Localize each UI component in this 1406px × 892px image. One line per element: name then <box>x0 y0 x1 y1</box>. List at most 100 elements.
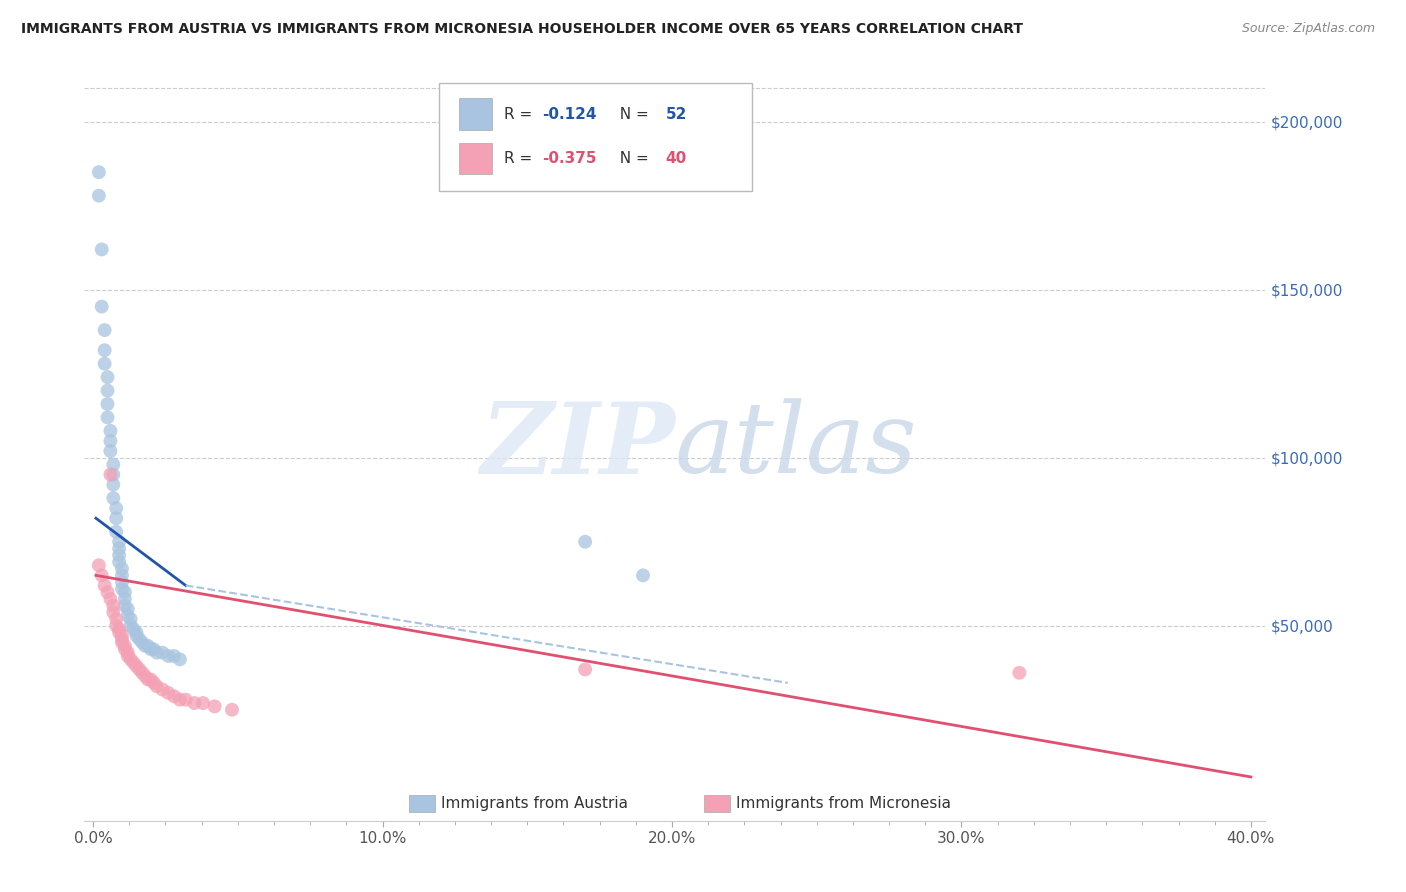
Point <box>131 665 153 680</box>
Point <box>96 585 118 599</box>
Point <box>87 558 110 573</box>
Point <box>120 652 142 666</box>
Point <box>111 575 134 590</box>
Point <box>93 343 115 358</box>
Point <box>96 370 118 384</box>
Point <box>221 703 243 717</box>
Text: 40: 40 <box>665 151 686 166</box>
Bar <box>458 98 492 130</box>
Point <box>108 622 131 636</box>
Point <box>163 648 186 663</box>
Point <box>108 555 131 569</box>
Point <box>125 625 148 640</box>
Text: N =: N = <box>610 106 654 121</box>
Point <box>111 629 134 643</box>
Point <box>96 397 118 411</box>
Point <box>145 646 167 660</box>
Bar <box>704 795 730 812</box>
Point <box>90 300 112 314</box>
Text: ZIP: ZIP <box>479 398 675 494</box>
Text: R =: R = <box>503 151 537 166</box>
FancyBboxPatch shape <box>439 83 752 191</box>
Point <box>117 648 139 663</box>
Point <box>142 676 165 690</box>
Point <box>103 491 125 505</box>
Text: 52: 52 <box>665 106 686 121</box>
Point <box>100 467 122 482</box>
Point <box>169 692 191 706</box>
Point <box>139 673 162 687</box>
Point <box>128 662 150 676</box>
Point <box>108 541 131 556</box>
Point <box>157 648 180 663</box>
Point <box>631 568 654 582</box>
Text: R =: R = <box>503 106 537 121</box>
Text: Source: ZipAtlas.com: Source: ZipAtlas.com <box>1241 22 1375 36</box>
Point <box>136 639 159 653</box>
Point <box>103 458 125 472</box>
Point <box>125 659 148 673</box>
Point <box>105 524 128 539</box>
Point <box>1008 665 1031 680</box>
Point <box>103 605 125 619</box>
Point <box>128 632 150 647</box>
Point <box>142 642 165 657</box>
Point <box>191 696 214 710</box>
Point <box>114 639 136 653</box>
Point <box>174 692 197 706</box>
Point <box>152 682 174 697</box>
Point <box>105 511 128 525</box>
Point <box>103 477 125 491</box>
Point <box>169 652 191 666</box>
Point <box>120 612 142 626</box>
Point <box>96 384 118 398</box>
Point <box>111 635 134 649</box>
Point <box>100 591 122 606</box>
Point <box>96 410 118 425</box>
Point <box>108 625 131 640</box>
Point <box>117 602 139 616</box>
Point <box>111 568 134 582</box>
Point <box>134 639 156 653</box>
Point <box>134 669 156 683</box>
Point <box>111 561 134 575</box>
Point <box>117 608 139 623</box>
Point <box>93 357 115 371</box>
Point <box>114 591 136 606</box>
Point <box>87 165 110 179</box>
Point <box>145 679 167 693</box>
Point <box>122 622 145 636</box>
Text: -0.124: -0.124 <box>543 106 598 121</box>
Point <box>108 548 131 562</box>
Point <box>105 501 128 516</box>
Text: -0.375: -0.375 <box>543 151 598 166</box>
Point <box>90 243 112 257</box>
Point <box>120 619 142 633</box>
Point <box>131 635 153 649</box>
Point <box>111 632 134 647</box>
Point <box>105 612 128 626</box>
Point <box>87 188 110 202</box>
Point <box>103 467 125 482</box>
Point <box>125 629 148 643</box>
Text: Immigrants from Micronesia: Immigrants from Micronesia <box>737 796 952 811</box>
Point <box>183 696 205 710</box>
Text: IMMIGRANTS FROM AUSTRIA VS IMMIGRANTS FROM MICRONESIA HOUSEHOLDER INCOME OVER 65: IMMIGRANTS FROM AUSTRIA VS IMMIGRANTS FR… <box>21 22 1024 37</box>
Point <box>100 424 122 438</box>
Point <box>163 690 186 704</box>
Text: atlas: atlas <box>675 399 918 493</box>
Point <box>111 582 134 596</box>
Point <box>105 619 128 633</box>
Point <box>136 673 159 687</box>
Point <box>574 662 596 676</box>
Point <box>114 642 136 657</box>
Point <box>152 646 174 660</box>
Bar <box>409 795 434 812</box>
Point <box>100 434 122 448</box>
Bar <box>458 143 492 174</box>
Point <box>90 568 112 582</box>
Point <box>122 656 145 670</box>
Text: N =: N = <box>610 151 654 166</box>
Point <box>139 642 162 657</box>
Point <box>204 699 226 714</box>
